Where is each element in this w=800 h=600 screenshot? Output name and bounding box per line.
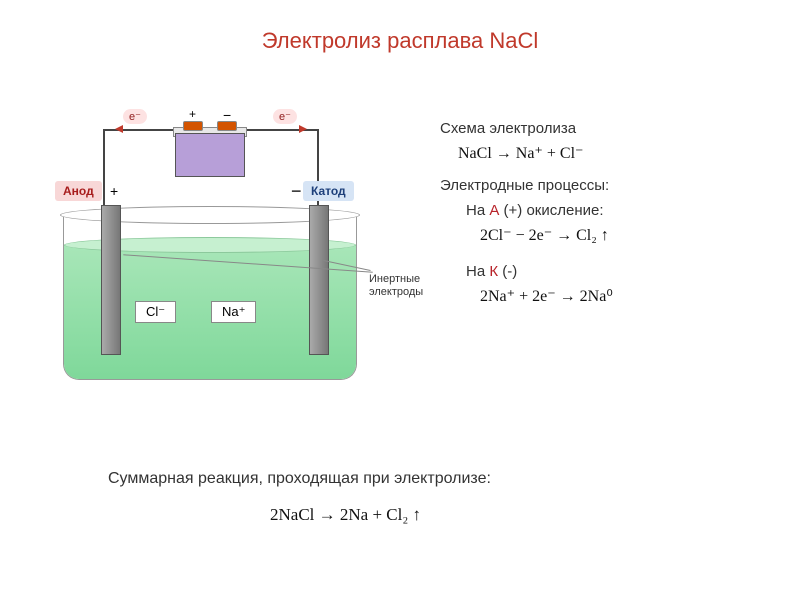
cathode-process-title: На К (-) (466, 263, 780, 280)
current-arrow-left (115, 125, 123, 133)
anode-electrode (101, 205, 121, 355)
cathode-minus-sign: − (291, 181, 302, 202)
anode-equation: 2Cl⁻ − 2e⁻ → Cl₂ ↑ (480, 225, 780, 245)
right-column: Схема электролиза NaCl → Na⁺ + Cl⁻ Элект… (440, 120, 780, 320)
anode-process-title: На А (+) окисление: (466, 202, 780, 219)
processes-title: Электродные процессы: (440, 177, 780, 194)
electron-label-left: e⁻ (123, 109, 147, 124)
anode-label: Анод (55, 181, 102, 201)
summary-equation: 2NaCl → 2Na + Cl₂ ↑ (270, 505, 421, 525)
cathode-equation: 2Na⁺ + 2e⁻ → 2Na⁰ (480, 286, 780, 306)
cathode-electrode (309, 205, 329, 355)
battery-terminal-plus (183, 121, 203, 131)
summary-title: Суммарная реакция, проходящая при электр… (108, 470, 491, 488)
ion-cl-label: Cl⁻ (135, 301, 176, 323)
battery-body (175, 133, 245, 177)
inert-electrodes-label: Инертные электроды (369, 273, 423, 299)
electrolysis-diagram: e⁻ e⁻ + − Анод + Катод − Cl⁻ Na⁺ Инертны… (55, 115, 365, 395)
scheme-equation: NaCl → Na⁺ + Cl⁻ (458, 143, 780, 163)
battery-plus-sign: + (189, 107, 196, 121)
cathode-label: Катод (303, 181, 354, 201)
anode-plus-sign: + (110, 183, 118, 199)
page-title: Электролиз расплава NaCl (0, 28, 800, 54)
ion-na-label: Na⁺ (211, 301, 256, 323)
battery-minus-sign: − (223, 107, 231, 123)
electron-label-right: e⁻ (273, 109, 297, 124)
beaker: Cl⁻ Na⁺ (63, 215, 357, 380)
scheme-title: Схема электролиза (440, 120, 780, 137)
current-arrow-right (299, 125, 307, 133)
